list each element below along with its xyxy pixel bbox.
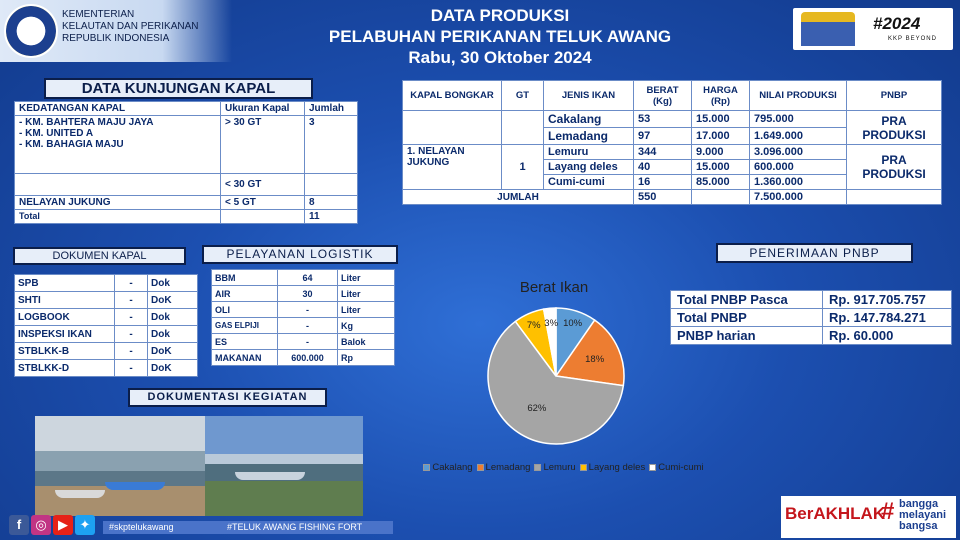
hashtag-skp: #skptelukawang: [109, 522, 174, 532]
ship-list: - KM. BAHTERA MAJU JAYA - KM. UNITED A -…: [14, 115, 221, 174]
legend-item-cakalang: Cakalang: [423, 462, 473, 473]
page-title: DATA PRODUKSI PELABUHAN PERIKANAN TELUK …: [328, 6, 672, 67]
table-row: 1. NELAYAN JUKUNG 1 Lemuru 344 9.000 3.0…: [402, 144, 942, 190]
legend-item-cumi-cumi: Cumi-cumi: [649, 462, 704, 473]
table-row: AIR 30 Liter: [211, 285, 395, 302]
pnbp-table: Total PNBP Pasca Rp. 917.705.757 Total PN…: [670, 290, 952, 345]
youtube-icon[interactable]: ▶: [53, 515, 73, 535]
boat-shape: [105, 482, 165, 490]
legend-swatch: [423, 464, 431, 471]
table-row: JUMLAH 550 7.500.000: [402, 189, 942, 205]
kunjungan-table: KEDATANGAN KAPAL Ukuran Kapal Jumlah - K…: [14, 101, 358, 224]
pie-label-cakalang: 10%: [563, 318, 583, 329]
pie-label-layang-deles: 7%: [527, 320, 541, 331]
pie-slice-lemuru: [487, 320, 625, 445]
kkp-logo: [4, 4, 58, 58]
bangga-melayani-bangsa: bangga melayani bangsa: [899, 498, 947, 532]
berakhlak-logo: BerAKHLAK # bangga melayani bangsa: [781, 496, 956, 538]
legend-swatch: [476, 464, 484, 471]
pie-slice-cumi-cumi: [542, 307, 557, 377]
table-row: LOGBOOK - Dok: [14, 308, 198, 326]
hashtag-fishing-port: #TELUK AWANG FISHING FORT: [227, 522, 363, 532]
berat-ikan-chart: Berat Ikan 10% 18% 62% 7% 3% Cakalang Lemadan…: [399, 264, 732, 480]
dokumen-table: SPB - Dok SHTI - DoK LOGBOOK - Dok INSPEKSI IK…: [14, 274, 198, 377]
legend-swatch: [649, 464, 657, 471]
table-row: Total PNBP Pasca Rp. 917.705.757: [670, 290, 952, 309]
table-row: GAS ELPIJI - Kg: [211, 317, 395, 334]
logistik-table: BBM 64 Liter AIR 30 Liter OLI - Liter GAS ELPI…: [211, 269, 395, 366]
legend-item-lemuru: Lemuru: [534, 462, 576, 473]
table-row: Cakalang 53 15.000 795.000 PRA PRODUKSI: [402, 110, 942, 145]
boat-shape: [235, 472, 305, 480]
hash-mark: #: [881, 498, 895, 525]
legend-swatch: [534, 464, 542, 471]
chart-legend: Cakalang Lemadang Lemuru Layang deles Cumi-c…: [391, 462, 736, 473]
pnbp-title: PENERIMAAN PNBP: [716, 243, 913, 263]
legend-label: Layang deles: [588, 462, 646, 473]
table-row: SHTI - DoK: [14, 291, 198, 309]
facebook-icon[interactable]: f: [9, 515, 29, 535]
legend-label: Lemuru: [543, 462, 576, 473]
table-row: SPB - Dok: [14, 274, 198, 292]
table-row: STBLKK-B - DoK: [14, 342, 198, 360]
chart-title: Berat Ikan: [520, 279, 588, 296]
legend-label: Cumi-cumi: [658, 462, 704, 473]
table-row: MAKANAN 600.000 Rp: [211, 349, 395, 366]
legend-label: Cakalang: [432, 462, 473, 473]
table-row: OLI - Liter: [211, 301, 395, 318]
legend-label: Lemadang: [485, 462, 531, 473]
building-icon: [801, 12, 855, 46]
ministry-name: KEMENTERIAN KELAUTAN DAN PERIKANAN REPUB…: [62, 9, 199, 44]
dokumen-title: DOKUMEN KAPAL: [13, 247, 186, 265]
table-row: Total PNBP Rp. 147.784.271: [670, 308, 952, 327]
dokumentasi-title: DOKUMENTASI KEGIATAN: [128, 388, 327, 407]
table-row: Layang deles 40 15.000 600.000: [403, 159, 942, 175]
table-row: STBLKK-D - DoK: [14, 359, 198, 377]
table-row: Lemadang 97 17.000 1.649.000: [403, 127, 942, 145]
table-row: PNBP harian Rp. 60.000: [670, 326, 952, 345]
logistik-title: PELAYANAN LOGISTIK: [202, 245, 398, 264]
footer-bar: #skptelukawang #TELUK AWANG FISHING FORT: [103, 521, 393, 534]
harbor-photo-2: [205, 416, 363, 516]
pie-label-lemadang: 18%: [585, 354, 605, 365]
harbor-photo-1: [35, 416, 205, 516]
pie-label-lemuru: 62%: [527, 403, 547, 414]
boat-shape: [55, 490, 105, 498]
pie-slice-lemadang: [554, 319, 625, 387]
pie-label-cumi-cumi: 3%: [544, 318, 558, 329]
instagram-icon[interactable]: ◎: [31, 515, 51, 535]
legend-item-lemadang: Lemadang: [476, 462, 531, 473]
table-row: INSPEKSI IKAN - Dok: [14, 325, 198, 343]
legend-swatch: [579, 464, 587, 471]
legend-item-layang-deles: Layang deles: [579, 462, 646, 473]
kkp-beyond-logo: #2024 KKP BEYOND: [793, 8, 953, 50]
twitter-icon[interactable]: ✦: [75, 515, 95, 535]
pie-chart-svg: Berat Ikan 10% 18% 62% 7% 3%: [487, 279, 625, 445]
kunjungan-title: DATA KUNJUNGAN KAPAL: [44, 78, 313, 99]
produksi-table: KAPAL BONGKAR GT JENIS IKAN BERAT (Kg) H…: [402, 80, 942, 205]
table-row: BBM 64 Liter: [211, 269, 395, 286]
table-row: ES - Balok: [211, 333, 395, 350]
